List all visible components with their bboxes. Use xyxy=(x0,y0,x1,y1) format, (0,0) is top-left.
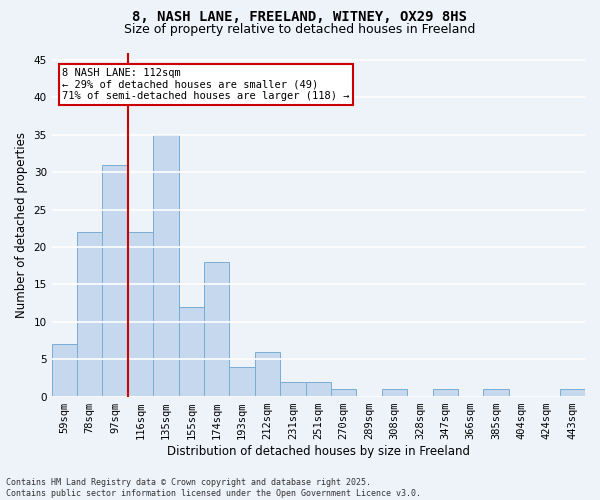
Bar xyxy=(153,135,179,396)
Bar xyxy=(128,232,153,396)
Bar xyxy=(255,352,280,397)
Y-axis label: Number of detached properties: Number of detached properties xyxy=(15,132,28,318)
Bar xyxy=(280,382,305,396)
Bar xyxy=(433,389,458,396)
Bar xyxy=(484,389,509,396)
Bar xyxy=(204,262,229,396)
Text: 8 NASH LANE: 112sqm
← 29% of detached houses are smaller (49)
71% of semi-detach: 8 NASH LANE: 112sqm ← 29% of detached ho… xyxy=(62,68,350,101)
Bar xyxy=(305,382,331,396)
X-axis label: Distribution of detached houses by size in Freeland: Distribution of detached houses by size … xyxy=(167,444,470,458)
Text: 8, NASH LANE, FREELAND, WITNEY, OX29 8HS: 8, NASH LANE, FREELAND, WITNEY, OX29 8HS xyxy=(133,10,467,24)
Bar xyxy=(560,389,585,396)
Bar xyxy=(52,344,77,397)
Bar xyxy=(103,164,128,396)
Bar xyxy=(382,389,407,396)
Bar xyxy=(179,307,204,396)
Bar xyxy=(229,366,255,396)
Text: Contains HM Land Registry data © Crown copyright and database right 2025.
Contai: Contains HM Land Registry data © Crown c… xyxy=(6,478,421,498)
Text: Size of property relative to detached houses in Freeland: Size of property relative to detached ho… xyxy=(124,22,476,36)
Bar xyxy=(331,389,356,396)
Bar xyxy=(77,232,103,396)
